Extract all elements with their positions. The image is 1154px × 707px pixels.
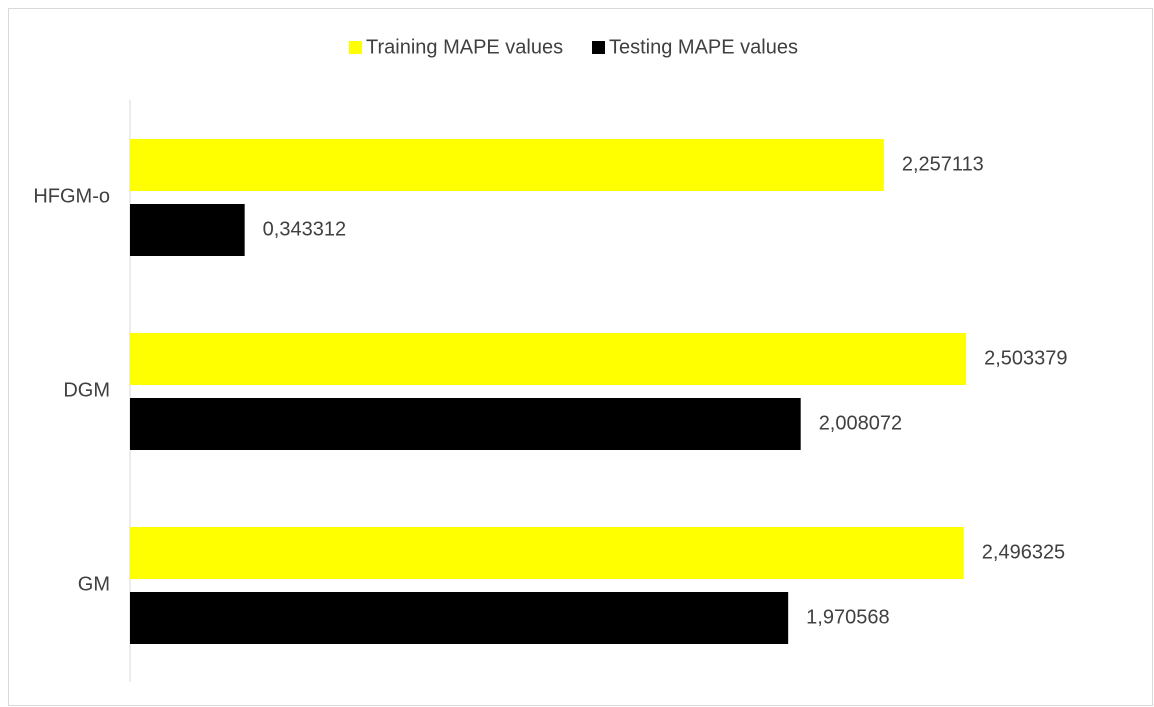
legend-swatch — [592, 41, 605, 54]
data-label: 2,257113 — [902, 153, 984, 175]
data-label: 2,008072 — [819, 412, 902, 434]
y-tick-label: HFGM-o — [33, 185, 110, 207]
bar — [130, 204, 245, 256]
data-label: 2,503379 — [984, 347, 1067, 369]
y-tick-label: GM — [78, 573, 110, 595]
data-label: 2,496325 — [982, 541, 1065, 563]
bar — [130, 139, 884, 191]
y-tick-label: DGM — [63, 379, 110, 401]
bar — [130, 527, 964, 579]
bar — [130, 333, 967, 385]
legend-swatch — [349, 41, 362, 54]
data-label: 1,970568 — [806, 606, 889, 628]
legend-label: Testing MAPE values — [609, 36, 798, 58]
bar — [130, 398, 801, 450]
data-label: 0,343312 — [263, 218, 346, 240]
bar — [130, 592, 789, 644]
legend-label: Training MAPE values — [366, 36, 563, 58]
